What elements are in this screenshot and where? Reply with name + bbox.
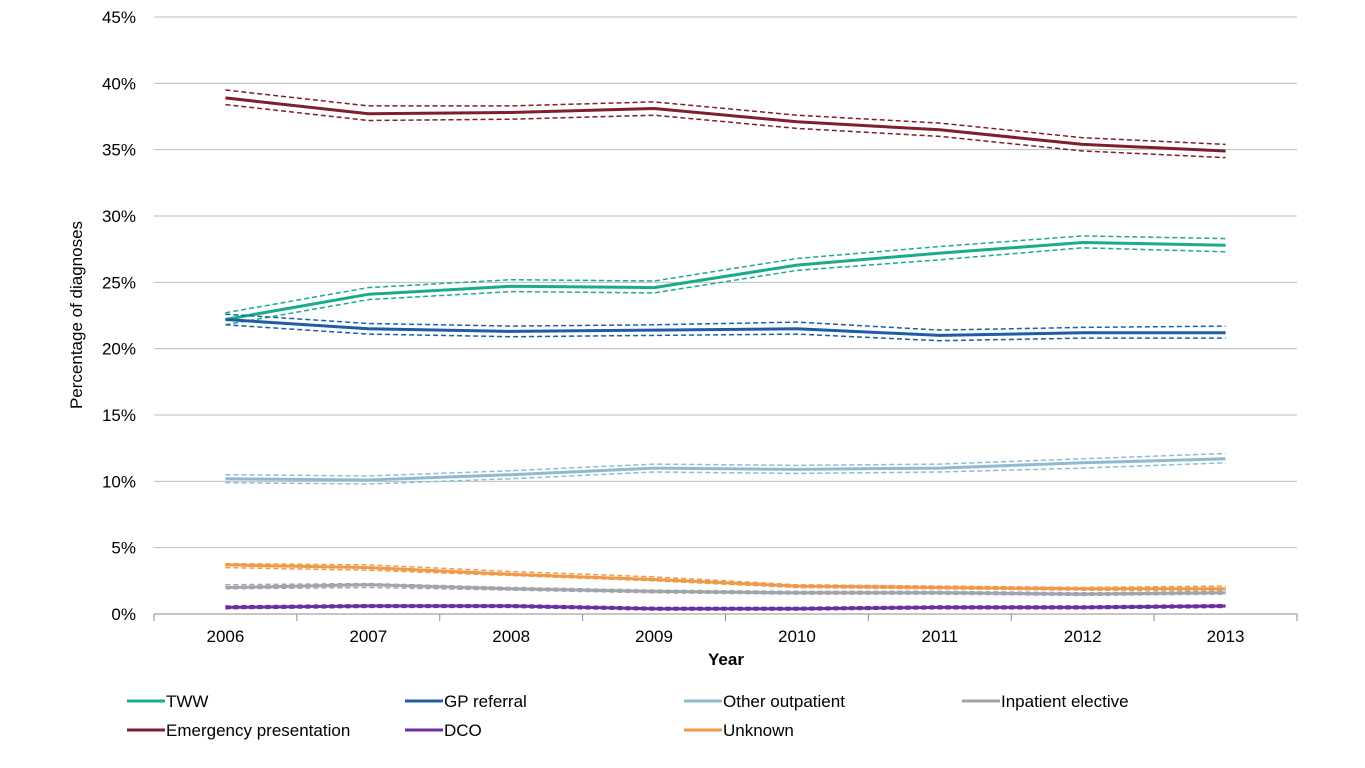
x-tick-label: 2011 bbox=[922, 627, 959, 646]
x-axis-title: Year bbox=[708, 650, 744, 669]
series-emergency-presentation-line bbox=[225, 96, 1226, 153]
legend: TWW GP referral Other outpatient Inpatient … bbox=[127, 692, 1129, 740]
series-inpatient-elective-line bbox=[225, 583, 1226, 596]
y-tick-label: 35% bbox=[102, 141, 136, 160]
y-tick-label: 10% bbox=[102, 472, 136, 491]
legend-label: Unknown bbox=[723, 721, 794, 740]
legend-label: Emergency presentation bbox=[166, 721, 350, 740]
legend-label: Inpatient elective bbox=[1001, 692, 1129, 711]
series-emergency-presentation-upper-ci bbox=[225, 89, 1226, 146]
y-axis-title: Percentage of diagnoses bbox=[67, 221, 86, 409]
series-other-outpatient bbox=[225, 452, 1226, 485]
series-tww-upper-ci bbox=[225, 235, 1226, 314]
x-tick-label: 2010 bbox=[778, 627, 816, 646]
x-tick-label: 2006 bbox=[207, 627, 245, 646]
x-axis: 2006 2007 2008 2009 2010 2011 2012 2013 bbox=[153, 613, 1298, 646]
series-tww bbox=[225, 235, 1226, 326]
series-gp-referral-lower-ci bbox=[225, 324, 1226, 342]
y-tick-label: 25% bbox=[102, 273, 136, 292]
y-tick-label: 0% bbox=[111, 605, 136, 624]
series-other-outpatient-lower-ci bbox=[225, 462, 1226, 485]
series-lines bbox=[225, 89, 1226, 611]
series-other-outpatient-upper-ci bbox=[225, 452, 1226, 477]
y-tick-label: 30% bbox=[102, 207, 136, 226]
series-other-outpatient-line bbox=[225, 457, 1226, 482]
series-gp-referral-line bbox=[225, 318, 1226, 337]
x-tick-label: 2008 bbox=[492, 627, 530, 646]
legend-item-inpatient-elective: Inpatient elective bbox=[962, 692, 1129, 711]
series-unknown bbox=[225, 562, 1226, 591]
legend-label: GP referral bbox=[444, 692, 527, 711]
legend-label: TWW bbox=[166, 692, 208, 711]
x-tick-label: 2012 bbox=[1064, 627, 1102, 646]
series-unknown-line bbox=[225, 563, 1226, 591]
x-tick-label: 2009 bbox=[635, 627, 673, 646]
x-tick-label: 2007 bbox=[349, 627, 387, 646]
series-dco-line bbox=[225, 604, 1226, 611]
series-tww-lower-ci bbox=[225, 247, 1226, 326]
legend-label: DCO bbox=[444, 721, 482, 740]
series-inpatient-elective bbox=[225, 582, 1226, 597]
series-gp-referral-upper-ci bbox=[225, 313, 1226, 331]
x-tick-label: 2013 bbox=[1207, 627, 1245, 646]
gridlines bbox=[154, 16, 1297, 549]
series-dco bbox=[225, 603, 1226, 611]
series-emergency-presentation bbox=[225, 89, 1226, 159]
legend-item-unknown: Unknown bbox=[684, 721, 794, 740]
series-tww-line bbox=[225, 241, 1226, 321]
y-tick-label: 5% bbox=[111, 539, 136, 558]
legend-item-emergency-presentation: Emergency presentation bbox=[127, 721, 350, 740]
series-gp-referral bbox=[225, 313, 1226, 342]
y-axis-ticks: 0% 5% 10% 15% 20% 25% 30% 35% 40% 45% bbox=[102, 8, 136, 624]
y-tick-label: 40% bbox=[102, 74, 136, 93]
legend-item-other-outpatient: Other outpatient bbox=[684, 692, 845, 711]
y-tick-label: 15% bbox=[102, 406, 136, 425]
legend-item-gp-referral: GP referral bbox=[405, 692, 527, 711]
legend-label: Other outpatient bbox=[723, 692, 845, 711]
series-emergency-presentation-lower-ci bbox=[225, 103, 1226, 159]
y-tick-label: 45% bbox=[102, 8, 136, 27]
legend-item-tww: TWW bbox=[127, 692, 208, 711]
legend-item-dco: DCO bbox=[405, 721, 482, 740]
y-tick-label: 20% bbox=[102, 340, 136, 359]
